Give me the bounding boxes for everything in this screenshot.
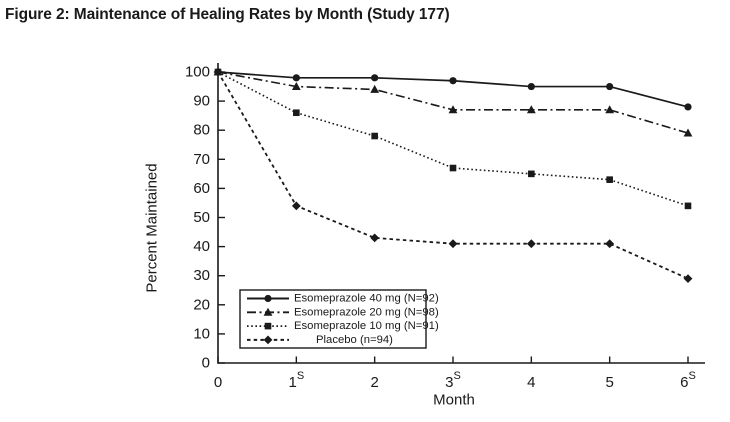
data-point-marker: [293, 109, 300, 117]
data-point-marker: [605, 105, 615, 114]
x-tick-label: 0: [214, 374, 222, 391]
legend-label: Esomeprazole 10 mg (N=91): [294, 320, 439, 332]
y-tick-label: 30: [193, 267, 210, 284]
data-point-marker: [370, 84, 380, 93]
legend-marker: [264, 322, 272, 330]
y-tick-label: 20: [193, 296, 210, 313]
y-tick-label: 40: [193, 238, 210, 255]
data-point-marker: [291, 81, 301, 90]
y-tick-label: 10: [193, 325, 210, 342]
y-tick-label: 80: [193, 122, 210, 139]
data-point-marker: [606, 82, 614, 91]
data-point-marker: [449, 164, 457, 172]
data-point-marker: [292, 74, 300, 82]
series-line: [217, 71, 689, 207]
data-point-marker: [606, 176, 613, 183]
data-point-marker: [448, 239, 458, 249]
legend: Esomeprazole 40 mg (N=92)Esomeprazole 20…: [239, 289, 439, 349]
series-diamond-dashed: [213, 67, 693, 284]
x-tick-label: 6S: [680, 370, 696, 391]
data-point-marker: [526, 239, 536, 249]
x-tick-label: 5: [605, 374, 613, 391]
legend-marker: [263, 335, 273, 345]
data-point-marker: [605, 239, 615, 249]
x-tick-label: 2: [370, 374, 378, 391]
data-point-marker: [684, 202, 692, 210]
data-point-marker: [449, 77, 457, 85]
y-tick-label: 70: [193, 151, 210, 168]
y-tick-label: 90: [193, 93, 210, 110]
legend-marker: [264, 294, 272, 303]
y-tick-label: 50: [193, 209, 210, 226]
data-point-marker: [683, 128, 693, 137]
data-point-marker: [528, 170, 535, 178]
data-point-marker: [213, 67, 223, 77]
x-axis-label: Month: [433, 392, 475, 409]
data-point-marker: [448, 105, 458, 114]
data-point-marker: [291, 201, 301, 211]
legend-label: Placebo (n=94): [316, 334, 393, 346]
y-tick-label: 60: [193, 180, 210, 197]
series-circle-solid: [214, 68, 692, 111]
legend-marker: [263, 307, 273, 316]
legend-label: Esomeprazole 20 mg (N=98): [294, 306, 439, 318]
x-tick-label: 4: [527, 374, 535, 391]
x-tick-label: 3S: [445, 370, 461, 391]
data-point-marker: [527, 82, 535, 91]
data-point-marker: [684, 103, 692, 111]
data-point-marker: [683, 274, 693, 284]
y-axis-label: Percent Maintained: [144, 163, 161, 292]
y-tick-label: 100: [185, 64, 210, 81]
figure-title: Figure 2: Maintenance of Healing Rates b…: [5, 6, 450, 23]
y-tick-label: 0: [202, 355, 210, 372]
data-point-marker: [370, 233, 380, 243]
data-point-marker: [371, 74, 379, 82]
data-point-marker: [526, 105, 536, 114]
data-point-marker: [371, 132, 378, 140]
legend-label: Esomeprazole 40 mg (N=92): [294, 293, 439, 305]
x-tick-label: 1S: [288, 370, 304, 391]
